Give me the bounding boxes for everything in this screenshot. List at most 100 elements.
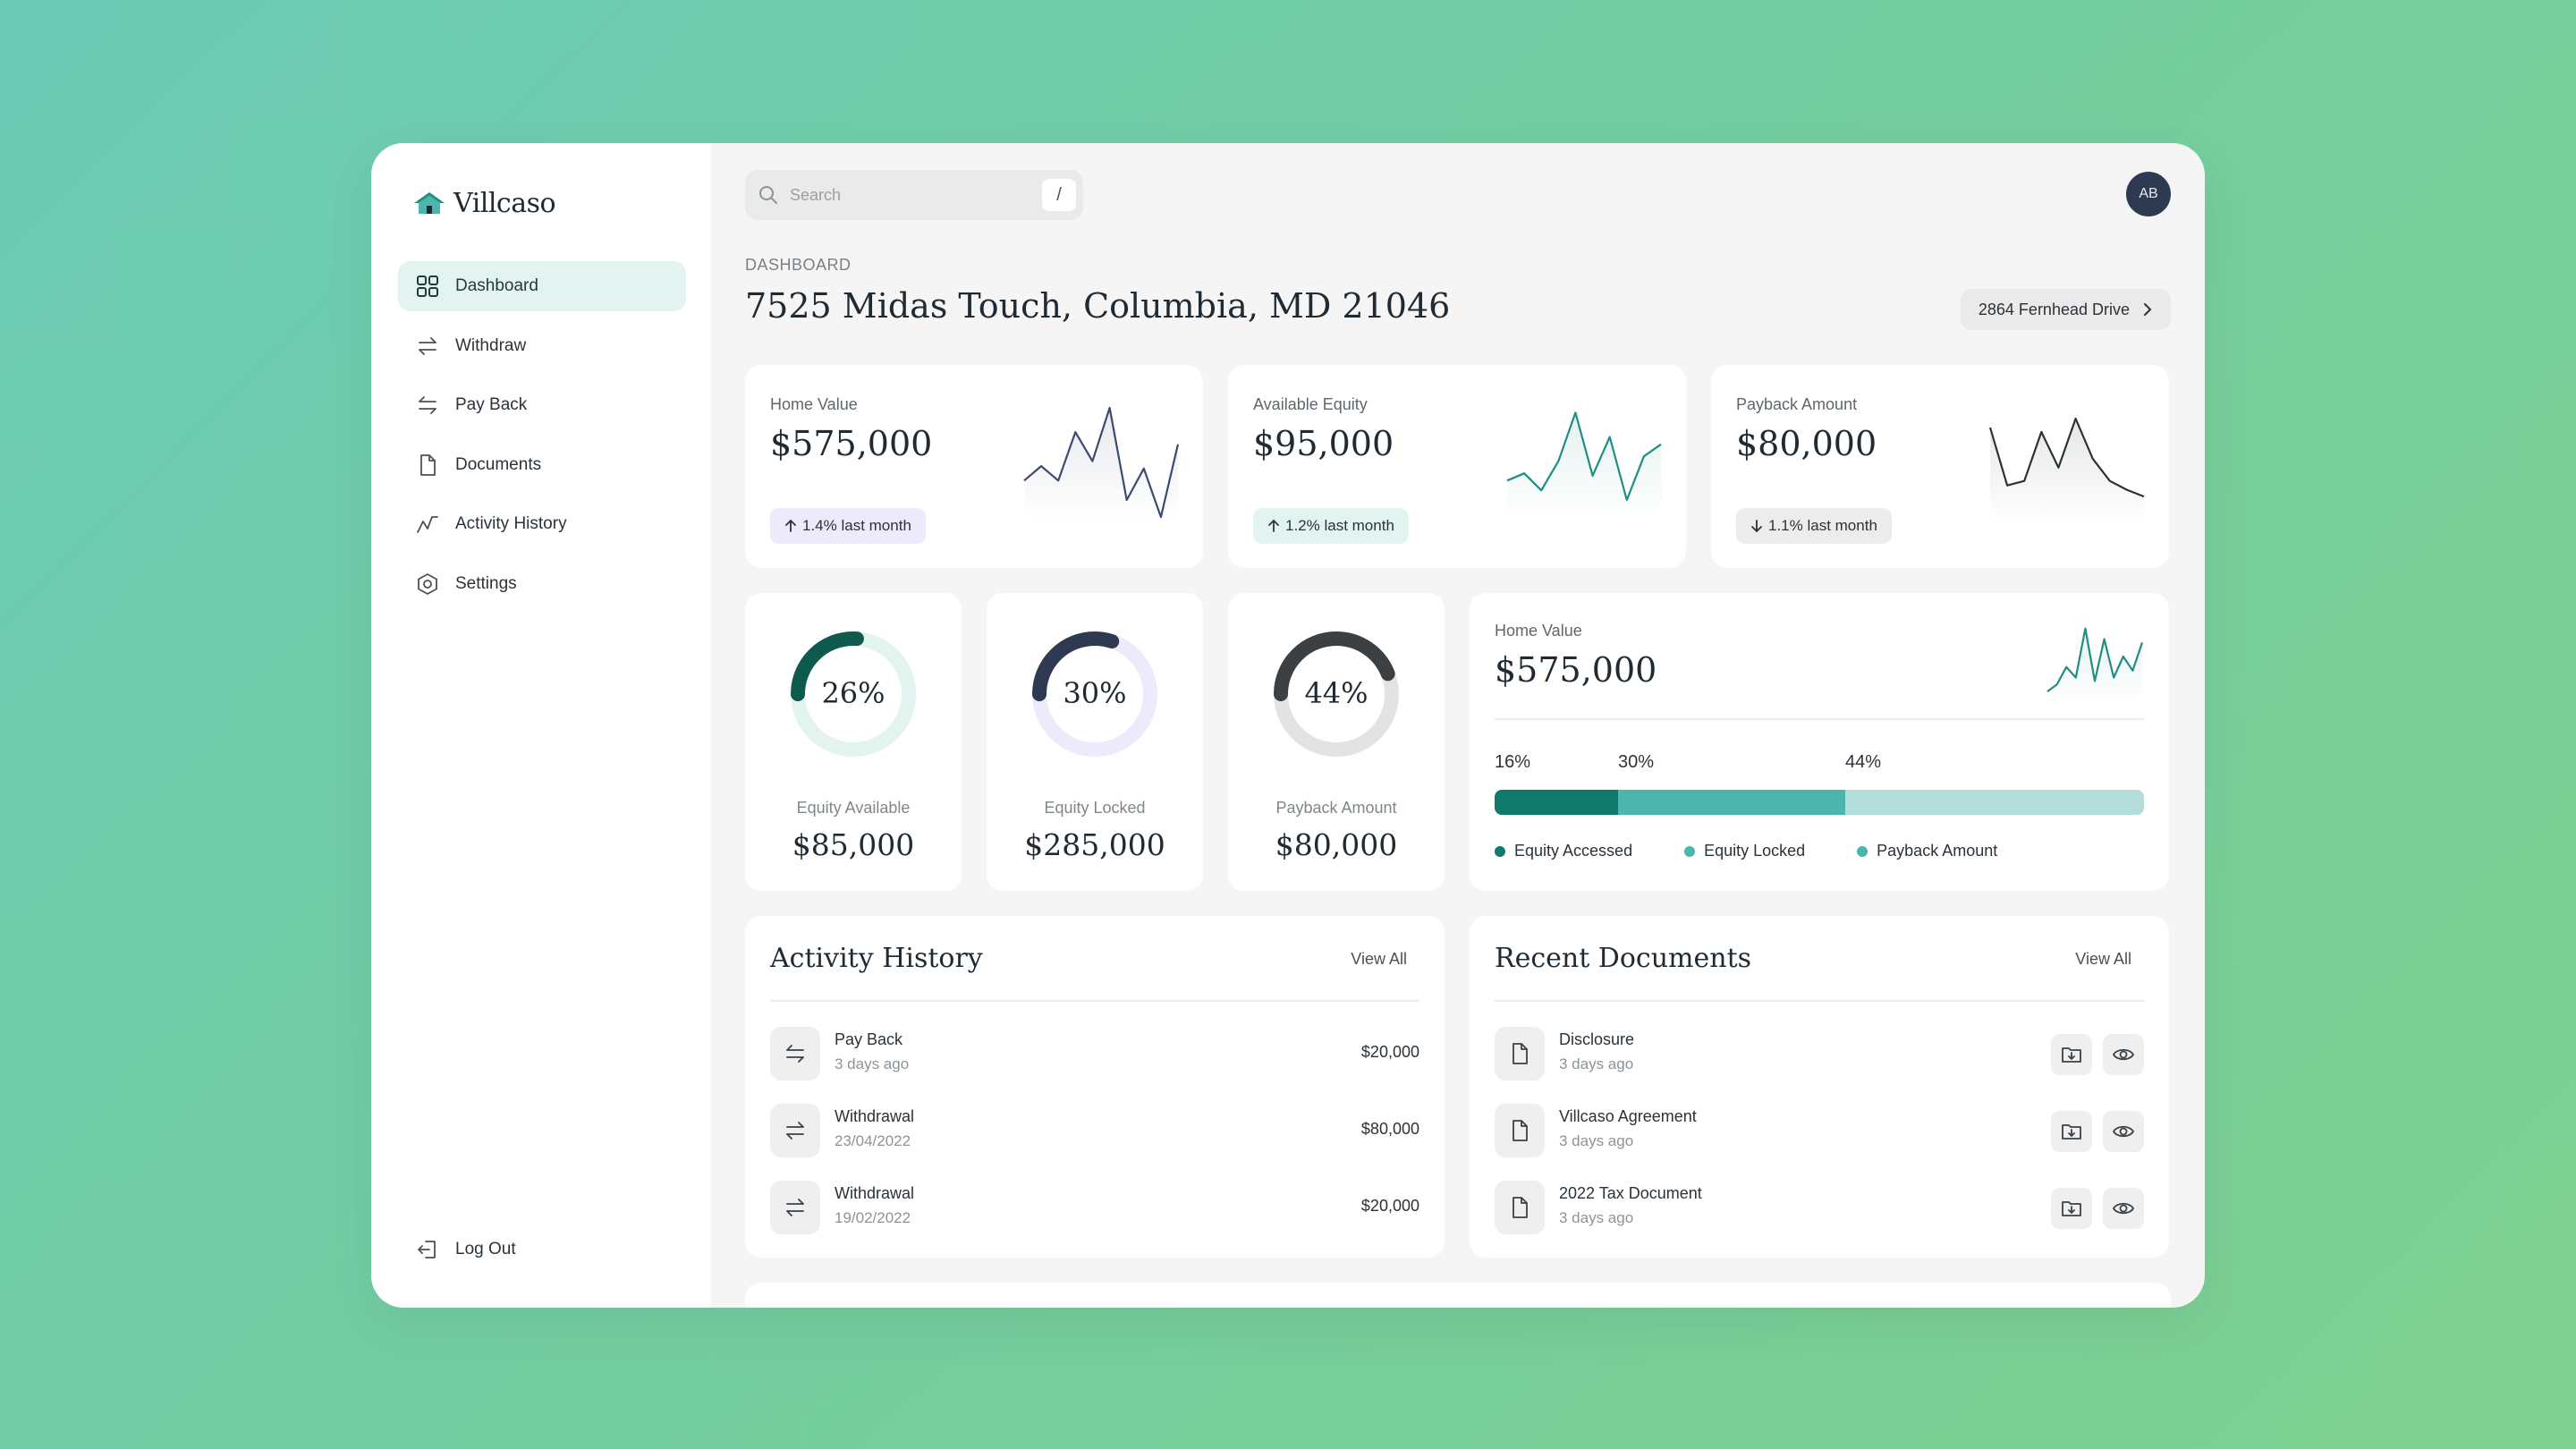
sidebar-item-label: Activity History — [455, 514, 567, 533]
property-switch-button[interactable]: 2864 Fernhead Drive — [1960, 289, 2171, 330]
sidebar-item-activity-history[interactable]: Activity History — [398, 499, 686, 549]
divider — [770, 1000, 1419, 1002]
eye-icon — [2112, 1125, 2135, 1138]
sidebar-item-dashboard[interactable]: Dashboard — [398, 261, 686, 311]
donut-arc — [1032, 631, 1157, 757]
donut-label: Payback Amount — [1275, 799, 1397, 817]
row-date: 3 days ago — [1559, 1132, 1634, 1149]
row-amount: $20,000 — [1360, 1197, 1419, 1215]
activity-row[interactable]: Withdrawal 23/04/2022 $80,000 — [770, 1104, 1419, 1157]
segmented-progress-bar — [1495, 790, 2144, 815]
donut-value: $85,000 — [792, 827, 915, 862]
documents-view-all-link[interactable]: View All — [2075, 950, 2131, 968]
row-icon — [1495, 1181, 1545, 1234]
sidebar-item-pay-back[interactable]: Pay Back — [398, 380, 686, 430]
bar-segment-equity-locked — [1617, 790, 1846, 815]
brand-logo[interactable]: Villcaso — [412, 188, 556, 219]
logout-button[interactable]: Log Out — [416, 1238, 516, 1261]
sparkline-area — [1024, 408, 1178, 521]
document-row: 2022 Tax Document 3 days ago — [1495, 1181, 2144, 1234]
change-badge: 1.4% last month — [770, 508, 926, 544]
stat-label: Available Equity — [1253, 395, 1368, 413]
download-button[interactable] — [2051, 1188, 2092, 1229]
sidebar-item-label: Dashboard — [455, 276, 538, 295]
change-text: 1.2% last month — [1285, 517, 1394, 534]
view-button[interactable] — [2103, 1034, 2144, 1075]
legend-item: Payback Amount — [1857, 842, 1997, 860]
hexagon-settings-icon — [418, 572, 437, 595]
donut-arc — [791, 631, 916, 757]
sparkline-line — [1988, 417, 2145, 498]
sparkline — [1988, 417, 2145, 522]
change-badge: 1.2% last month — [1253, 508, 1409, 544]
row-date: 19/02/2022 — [835, 1209, 911, 1226]
home-value-sparkline — [2046, 627, 2144, 700]
stat-label: Payback Amount — [1736, 395, 1858, 413]
download-button[interactable] — [2051, 1111, 2092, 1152]
sidebar-item-label: Withdraw — [455, 335, 527, 355]
sidebar-item-documents[interactable]: Documents — [398, 440, 686, 490]
document-row: Disclosure 3 days ago — [1495, 1027, 2144, 1080]
divider — [1495, 1000, 2144, 1002]
arrow-up-icon — [1268, 519, 1279, 532]
stat-card-payback-amount: Payback Amount $80,000 1.1% last month — [1711, 365, 2169, 568]
row-icon — [770, 1181, 820, 1234]
donut-percentage: 30% — [1063, 676, 1127, 710]
sparkline — [1506, 411, 1662, 521]
divider — [1495, 718, 2144, 720]
sidebar: Villcaso Dashboard Withdraw Pay — [371, 143, 711, 1308]
change-text: 1.1% last month — [1768, 517, 1877, 534]
sparkline-line — [1023, 406, 1180, 519]
donut-card-payback-amount: 44% Payback Amount $80,000 — [1228, 593, 1445, 891]
house-logo-icon — [414, 191, 445, 214]
legend-label: Equity Accessed — [1514, 842, 1633, 860]
page-title: 7525 Midas Touch, Columbia, MD 21046 — [745, 286, 1451, 326]
transfer-icon — [419, 336, 436, 355]
legend-dot — [1857, 845, 1868, 857]
sidebar-item-withdraw[interactable]: Withdraw — [398, 321, 686, 371]
row-icon — [1495, 1104, 1545, 1157]
sidebar-item-settings[interactable]: Settings — [398, 559, 686, 609]
avatar[interactable]: AB — [2126, 172, 2171, 216]
legend-label: Equity Locked — [1704, 842, 1806, 860]
recent-documents-card: Recent Documents View All Disclosure 3 d… — [1470, 916, 2169, 1258]
main-content: / AB DASHBOARD 7525 Midas Touch, Columbi… — [711, 143, 2205, 1308]
row-title: Villcaso Agreement — [1559, 1107, 1697, 1125]
activity-view-all-link[interactable]: View All — [1351, 950, 1407, 968]
legend-label: Payback Amount — [1877, 842, 1998, 860]
sidebar-item-label: Pay Back — [455, 395, 528, 414]
eye-icon — [2112, 1202, 2135, 1215]
donut-value: $285,000 — [1024, 827, 1165, 862]
activity-history-card: Activity History View All Pay Back 3 day… — [745, 916, 1445, 1258]
donut-percentage: 26% — [821, 676, 886, 710]
segment-label-payback-amount: 44% — [1845, 752, 1882, 772]
search-bar[interactable]: / — [745, 170, 1083, 220]
segment-label-equity-locked: 30% — [1618, 752, 1655, 772]
download-folder-icon — [2062, 1047, 2081, 1063]
view-button[interactable] — [2103, 1188, 2144, 1229]
home-value-label: Home Value — [1495, 622, 1582, 640]
donut-label: Equity Locked — [1044, 799, 1146, 817]
activity-row[interactable]: Withdrawal 19/02/2022 $20,000 — [770, 1181, 1419, 1234]
activity-row[interactable]: Pay Back 3 days ago $20,000 — [770, 1027, 1419, 1080]
legend-item: Equity Locked — [1684, 842, 1805, 860]
row-title: Disclosure — [1559, 1030, 1635, 1048]
donut-chart — [791, 631, 916, 757]
legend-dot — [1495, 845, 1505, 857]
search-input[interactable] — [790, 185, 1031, 205]
legend-dot — [1684, 845, 1696, 857]
row-date: 3 days ago — [1559, 1055, 1634, 1072]
brand-name: Villcaso — [453, 188, 556, 219]
search-icon — [759, 186, 777, 204]
row-amount: $80,000 — [1360, 1120, 1419, 1138]
legend-item: Equity Accessed — [1495, 842, 1632, 860]
home-value-amount: $575,000 — [1495, 650, 1657, 690]
row-date: 3 days ago — [1559, 1209, 1634, 1226]
stat-value: $575,000 — [770, 424, 933, 463]
download-button[interactable] — [2051, 1034, 2092, 1075]
view-button[interactable] — [2103, 1111, 2144, 1152]
stat-label: Home Value — [770, 395, 858, 413]
download-folder-icon — [2062, 1201, 2081, 1216]
activity-icon — [417, 516, 438, 533]
recent-documents-title: Recent Documents — [1495, 943, 1752, 974]
